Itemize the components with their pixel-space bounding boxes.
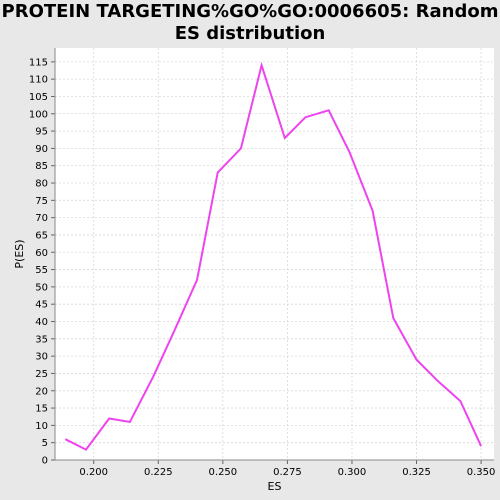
x-tick-label: 0.275 [273, 467, 302, 478]
y-tick-label: 100 [29, 109, 48, 120]
x-tick-label: 0.300 [338, 467, 367, 478]
y-axis-label: P(ES) [13, 239, 26, 268]
x-tick-label: 0.350 [467, 467, 496, 478]
y-tick-label: 75 [35, 196, 48, 207]
grid [55, 48, 494, 460]
y-tick-label: 50 [35, 282, 48, 293]
y-tick-label: 25 [35, 369, 48, 380]
y-tick-label: 90 [35, 144, 48, 155]
y-tick-label: 45 [35, 300, 48, 311]
x-tick-label: 0.250 [209, 467, 238, 478]
y-tick-label: 30 [35, 352, 48, 363]
series-layer [64, 61, 483, 451]
y-tick-label: 10 [35, 421, 48, 432]
y-tick-label: 0 [42, 456, 48, 467]
plot-background [55, 48, 494, 460]
x-tick-label: 0.325 [402, 467, 431, 478]
y-tick-label: 110 [29, 75, 48, 86]
y-tick-label: 35 [35, 334, 48, 345]
x-tick-label: 0.200 [79, 467, 108, 478]
y-tick-label: 55 [35, 265, 48, 276]
y-tick-label: 80 [35, 179, 48, 190]
x-tick-label: 0.225 [144, 467, 173, 478]
y-tick-label: 15 [35, 404, 48, 415]
y-tick-label: 105 [29, 92, 48, 103]
series-line [64, 61, 483, 451]
x-axis-label: ES [268, 480, 282, 493]
y-tick-label: 20 [35, 386, 48, 397]
y-tick-label: 5 [42, 438, 48, 449]
y-tick-label: 115 [29, 57, 48, 68]
y-tick-label: 40 [35, 317, 48, 328]
y-tick-label: 65 [35, 230, 48, 241]
y-tick-label: 85 [35, 161, 48, 172]
y-tick-label: 60 [35, 248, 48, 259]
y-tick-label: 70 [35, 213, 48, 224]
chart-title: PROTEIN TARGETING%GO%GO:0006605: Random … [1, 1, 499, 44]
y-tick-label: 95 [35, 127, 48, 138]
axes: 0 5 10 15 20 25 30 35 40 45 50 55 60 65 70 75 80 85 90 95 10… [29, 48, 496, 478]
